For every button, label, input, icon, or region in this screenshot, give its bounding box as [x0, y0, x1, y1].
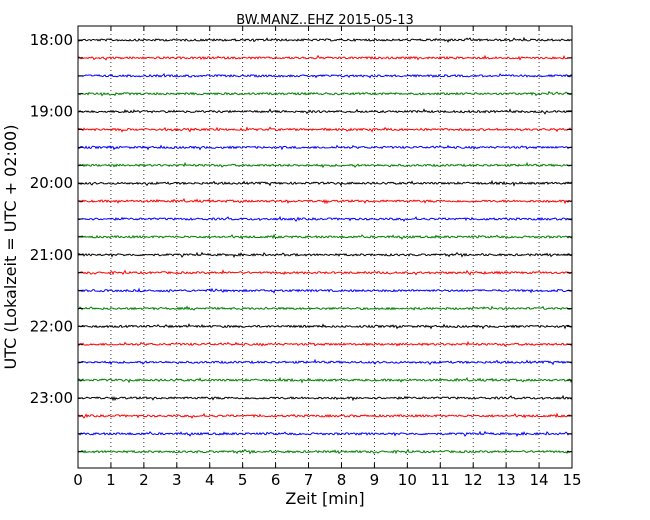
- x-tick-label: 10: [398, 471, 417, 489]
- trace-line: [77, 161, 573, 169]
- trace-line: [77, 323, 573, 330]
- trace-line: [77, 448, 573, 455]
- vertical-grid: [110, 26, 540, 468]
- x-tick-label: 6: [271, 471, 281, 489]
- trace-line: [77, 340, 573, 347]
- trace-line: [77, 412, 573, 419]
- trace-line: [77, 269, 573, 276]
- x-axis-ticks: 0 1 2 3 4 5 6 7 8 9 10 11 12 13 14 15: [73, 26, 582, 489]
- y-tick-label: 22:00: [30, 317, 73, 335]
- x-tick-label: 14: [530, 471, 549, 489]
- trace-line: [77, 233, 573, 240]
- x-tick-label: 9: [370, 471, 380, 489]
- x-tick-label: 2: [139, 471, 149, 489]
- trace-line: [77, 108, 573, 115]
- y-tick-label: 20:00: [30, 174, 73, 192]
- y-axis-label: UTC (Lokalzeit = UTC + 02:00): [1, 125, 20, 370]
- trace-line: [77, 287, 573, 294]
- trace-line: [77, 54, 573, 61]
- x-tick-label: 11: [431, 471, 450, 489]
- trace-line: [77, 179, 573, 187]
- x-tick-label: 13: [497, 471, 516, 489]
- trace-line: [77, 394, 573, 402]
- x-tick-label: 15: [562, 471, 581, 489]
- trace-line: [77, 305, 573, 311]
- x-tick-label: 0: [73, 471, 83, 489]
- trace-line: [77, 90, 573, 97]
- y-tick-label: 23:00: [30, 389, 73, 407]
- y-tick-label: 21:00: [30, 246, 73, 264]
- trace-line: [77, 430, 573, 438]
- y-tick-label: 18:00: [30, 31, 73, 49]
- trace-line: [77, 36, 573, 43]
- x-tick-label: 4: [205, 471, 215, 489]
- trace-line: [77, 197, 573, 205]
- chart-title: BW.MANZ..EHZ 2015-05-13: [236, 13, 414, 28]
- x-tick-label: 5: [238, 471, 248, 489]
- trace-line: [77, 126, 573, 133]
- y-tick-label: 19:00: [30, 103, 73, 121]
- x-tick-label: 1: [106, 471, 116, 489]
- trace-line: [77, 358, 573, 366]
- trace-line: [77, 376, 573, 384]
- trace-line: [77, 72, 573, 79]
- x-axis-label: Zeit [min]: [285, 489, 364, 508]
- x-tick-label: 3: [172, 471, 182, 489]
- y-axis-ticks: 18:00 19:00 20:00 21:00 22:00 23:00: [30, 31, 572, 453]
- plot-frame: [77, 25, 573, 469]
- trace-line: [77, 144, 573, 151]
- x-tick-label: 8: [337, 471, 347, 489]
- trace-line: [77, 215, 573, 222]
- x-tick-label: 7: [304, 471, 314, 489]
- seismic-traces: [77, 36, 573, 455]
- trace-line: [77, 251, 573, 259]
- x-tick-label: 12: [464, 471, 483, 489]
